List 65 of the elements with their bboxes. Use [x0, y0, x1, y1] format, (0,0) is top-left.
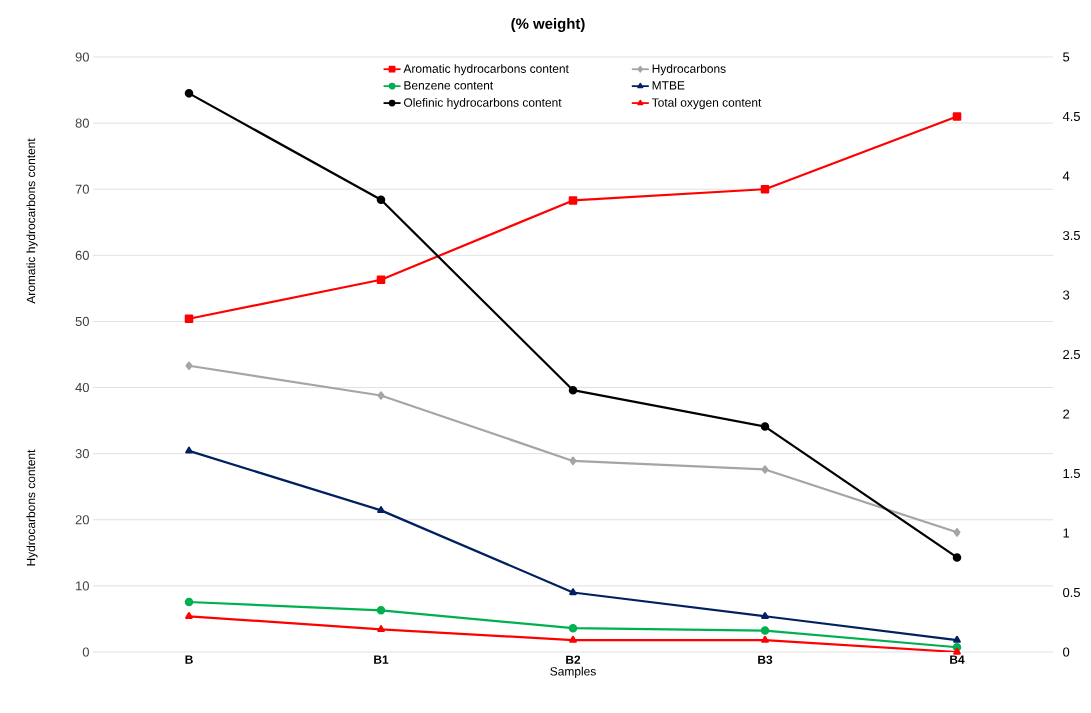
y-tick-label: 50 [75, 316, 89, 327]
point [953, 635, 961, 643]
point [184, 89, 194, 98]
point [760, 184, 770, 194]
x-tick-label: B3 [758, 655, 773, 664]
point [569, 456, 577, 466]
chart-title: (% weight) [511, 17, 585, 32]
point [377, 625, 385, 633]
legend-label: Olefinic hydrocarbons content [404, 98, 562, 110]
y2-tick-label: 4 [1062, 171, 1070, 181]
point [376, 195, 386, 205]
point [377, 391, 385, 400]
point [761, 465, 769, 474]
y2-tick-label: 2 [1063, 409, 1070, 419]
point [952, 553, 962, 562]
y2-tick-label: 0 [1063, 647, 1070, 657]
y2-tick-label: 5 [1063, 52, 1070, 62]
y2-tick-label: 0.5 [1063, 587, 1080, 598]
y-tick-label: 90 [75, 52, 89, 62]
point [185, 446, 193, 454]
point [760, 422, 770, 431]
x-axis-title: Samples [550, 666, 596, 678]
legend-label: Benzene content [404, 81, 494, 90]
point [761, 635, 769, 643]
y2-tick-label: 4.5 [1062, 111, 1080, 121]
y2-tick-label: 3 [1063, 290, 1070, 300]
y-tick-label: 20 [75, 515, 89, 525]
x-tick-label: B [185, 655, 193, 664]
point [376, 275, 386, 285]
legend-label: Hydrocarbons [652, 64, 726, 76]
legend-label: MTBE [652, 81, 685, 90]
y-tick-label: 70 [75, 184, 89, 194]
x-tick-label: B2 [566, 655, 581, 664]
x-tick-label: B4 [950, 655, 965, 664]
point [568, 385, 578, 395]
legend-label: Aromatic hydrocarbons content [403, 64, 569, 76]
point [568, 623, 578, 633]
y2-tick-label: 3.5 [1063, 230, 1080, 241]
point [184, 314, 194, 324]
point [568, 196, 578, 205]
x-tick-label: B1 [374, 655, 389, 664]
point [953, 528, 961, 537]
legend-label: Total oxygen content [651, 98, 762, 110]
point [569, 635, 577, 643]
y2-tick-label: 1.5 [1063, 468, 1080, 478]
y-tick-label: 60 [75, 250, 89, 260]
y-tick-label: 30 [75, 449, 89, 459]
point [184, 597, 194, 607]
point [377, 506, 385, 514]
y-tick-label: 80 [75, 118, 89, 128]
y-tick-label: 10 [76, 581, 89, 591]
point [952, 112, 962, 121]
point [569, 588, 577, 596]
y2-tick-label: 1 [1063, 528, 1070, 538]
point [760, 626, 770, 635]
y-axis-title: Aromatic hydrocarbons content [26, 138, 38, 304]
y2-tick-label: 2.5 [1063, 349, 1080, 360]
point [953, 647, 961, 655]
point [185, 361, 193, 371]
point [185, 612, 193, 619]
y-tick-label: 40 [75, 382, 89, 393]
text: Hydrocarbons content [26, 449, 38, 566]
y-tick-label: 0 [82, 647, 89, 657]
point [761, 612, 769, 619]
point [376, 606, 386, 615]
